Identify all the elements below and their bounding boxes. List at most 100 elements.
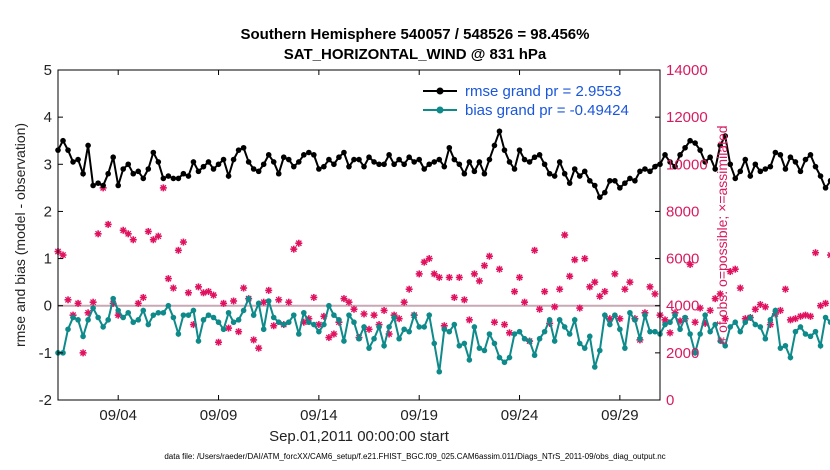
obs-count-marker: [531, 246, 539, 254]
obs-count-marker: [506, 329, 513, 337]
rmse-point: [65, 147, 71, 153]
y-left-tick-label: 5: [44, 62, 52, 79]
rmse-point: [717, 142, 723, 149]
obs-count-marker: [435, 273, 443, 281]
obs-count-marker: [551, 303, 559, 311]
obs-count-marker: [500, 321, 508, 329]
rmse-point: [516, 147, 523, 153]
obs-marker-d2: [79, 349, 87, 356]
bias-point: [602, 312, 608, 318]
rmse-point: [822, 185, 829, 191]
obs-marker-d2: [506, 329, 513, 336]
bias-point: [732, 319, 739, 326]
obs-marker-d2: [285, 299, 292, 306]
bias-point: [165, 302, 172, 309]
rmse-point: [225, 173, 232, 179]
rmse-point: [827, 178, 830, 184]
obs-marker-d2: [536, 306, 543, 313]
obs-count-marker: [536, 305, 544, 313]
legend-label: bias grand pr = -0.49424: [465, 102, 629, 119]
obs-marker-d2: [531, 247, 538, 254]
y-left-tick-label: 4: [44, 109, 52, 126]
rmse-point: [481, 170, 488, 177]
obs-marker-d2: [125, 230, 132, 237]
bias-point: [767, 317, 774, 323]
obs-marker-d2: [145, 228, 152, 235]
rmse-point: [411, 159, 417, 165]
chart-title-line1: Southern Hemisphere 540057 / 548526 = 98…: [240, 26, 590, 43]
obs-marker-d2: [722, 315, 729, 322]
obs-count-marker: [822, 299, 830, 307]
bias-point: [627, 309, 633, 316]
rmse-point: [150, 149, 157, 156]
obs-marker-d2: [215, 339, 222, 346]
rmse-point: [346, 163, 352, 170]
rmse-point: [175, 175, 182, 182]
rmse-point: [290, 163, 297, 170]
obs-count-marker: [425, 255, 433, 263]
bias-point: [642, 312, 648, 318]
bias-point: [727, 324, 734, 330]
obs-marker-d2: [471, 270, 478, 277]
obs-marker-d2: [456, 274, 463, 281]
bias-point: [421, 324, 428, 330]
obs-count-marker: [601, 288, 609, 296]
rmse-point: [707, 154, 713, 161]
bias-point: [772, 307, 779, 314]
obs-count-marker: [225, 324, 233, 332]
obs-marker-d2: [240, 284, 247, 292]
rmse-point: [812, 163, 819, 170]
obs-marker-d2: [777, 307, 784, 314]
obs-marker-d2: [360, 310, 368, 318]
bias-point: [581, 345, 588, 351]
obs-marker-d2: [180, 238, 187, 246]
obs-marker-d2: [481, 262, 488, 269]
rmse-point: [722, 133, 729, 139]
obs-count-marker: [119, 226, 127, 234]
obs-marker-d2: [330, 330, 338, 338]
obs-marker-d2: [461, 296, 468, 303]
bias-point: [591, 364, 598, 370]
rmse-point: [797, 168, 804, 175]
rmse-point: [75, 156, 81, 163]
bias-point: [306, 319, 312, 326]
obs-marker-d2: [205, 288, 212, 295]
obs-marker-d2: [255, 345, 262, 352]
rmse-point: [576, 173, 583, 179]
obs-marker-d2: [165, 275, 172, 282]
rmse-point: [436, 156, 443, 163]
obs-marker-d2: [220, 300, 227, 307]
obs-marker-d2: [611, 270, 618, 277]
rmse-point: [757, 168, 764, 175]
obs-count-marker: [616, 315, 624, 323]
obs-marker-d2: [150, 236, 157, 243]
bias-point: [115, 307, 121, 314]
bias-point: [426, 312, 433, 318]
bias-point: [682, 314, 688, 321]
rmse-point: [421, 166, 428, 172]
legend-label: rmse grand pr = 2.9553: [465, 83, 621, 100]
rmse-point: [336, 154, 342, 161]
obs-count-marker: [561, 231, 569, 239]
obs-count-marker: [495, 265, 503, 273]
bias-point: [712, 321, 718, 328]
bias-point: [195, 338, 202, 344]
data-file-footnote: data file: /Users/raeder/DAI/ATM_forcXX/…: [164, 452, 666, 461]
bias-point: [316, 328, 322, 335]
rmse-point: [296, 159, 302, 165]
bias-point: [376, 324, 382, 330]
rmse-point: [155, 159, 162, 165]
bias-point: [486, 331, 493, 337]
obs-marker-d2: [426, 255, 433, 262]
rmse-point: [230, 156, 237, 163]
obs-marker-d2: [451, 294, 458, 301]
rmse-point: [255, 168, 262, 175]
rmse-point: [260, 161, 267, 168]
rmse-point: [531, 154, 538, 161]
bias-point: [341, 338, 347, 344]
obs-count-marker: [360, 310, 368, 318]
obs-count-marker: [380, 306, 388, 314]
obs-marker-d2: [501, 321, 508, 328]
obs-marker-d2: [235, 328, 242, 335]
bias-point: [637, 335, 643, 342]
